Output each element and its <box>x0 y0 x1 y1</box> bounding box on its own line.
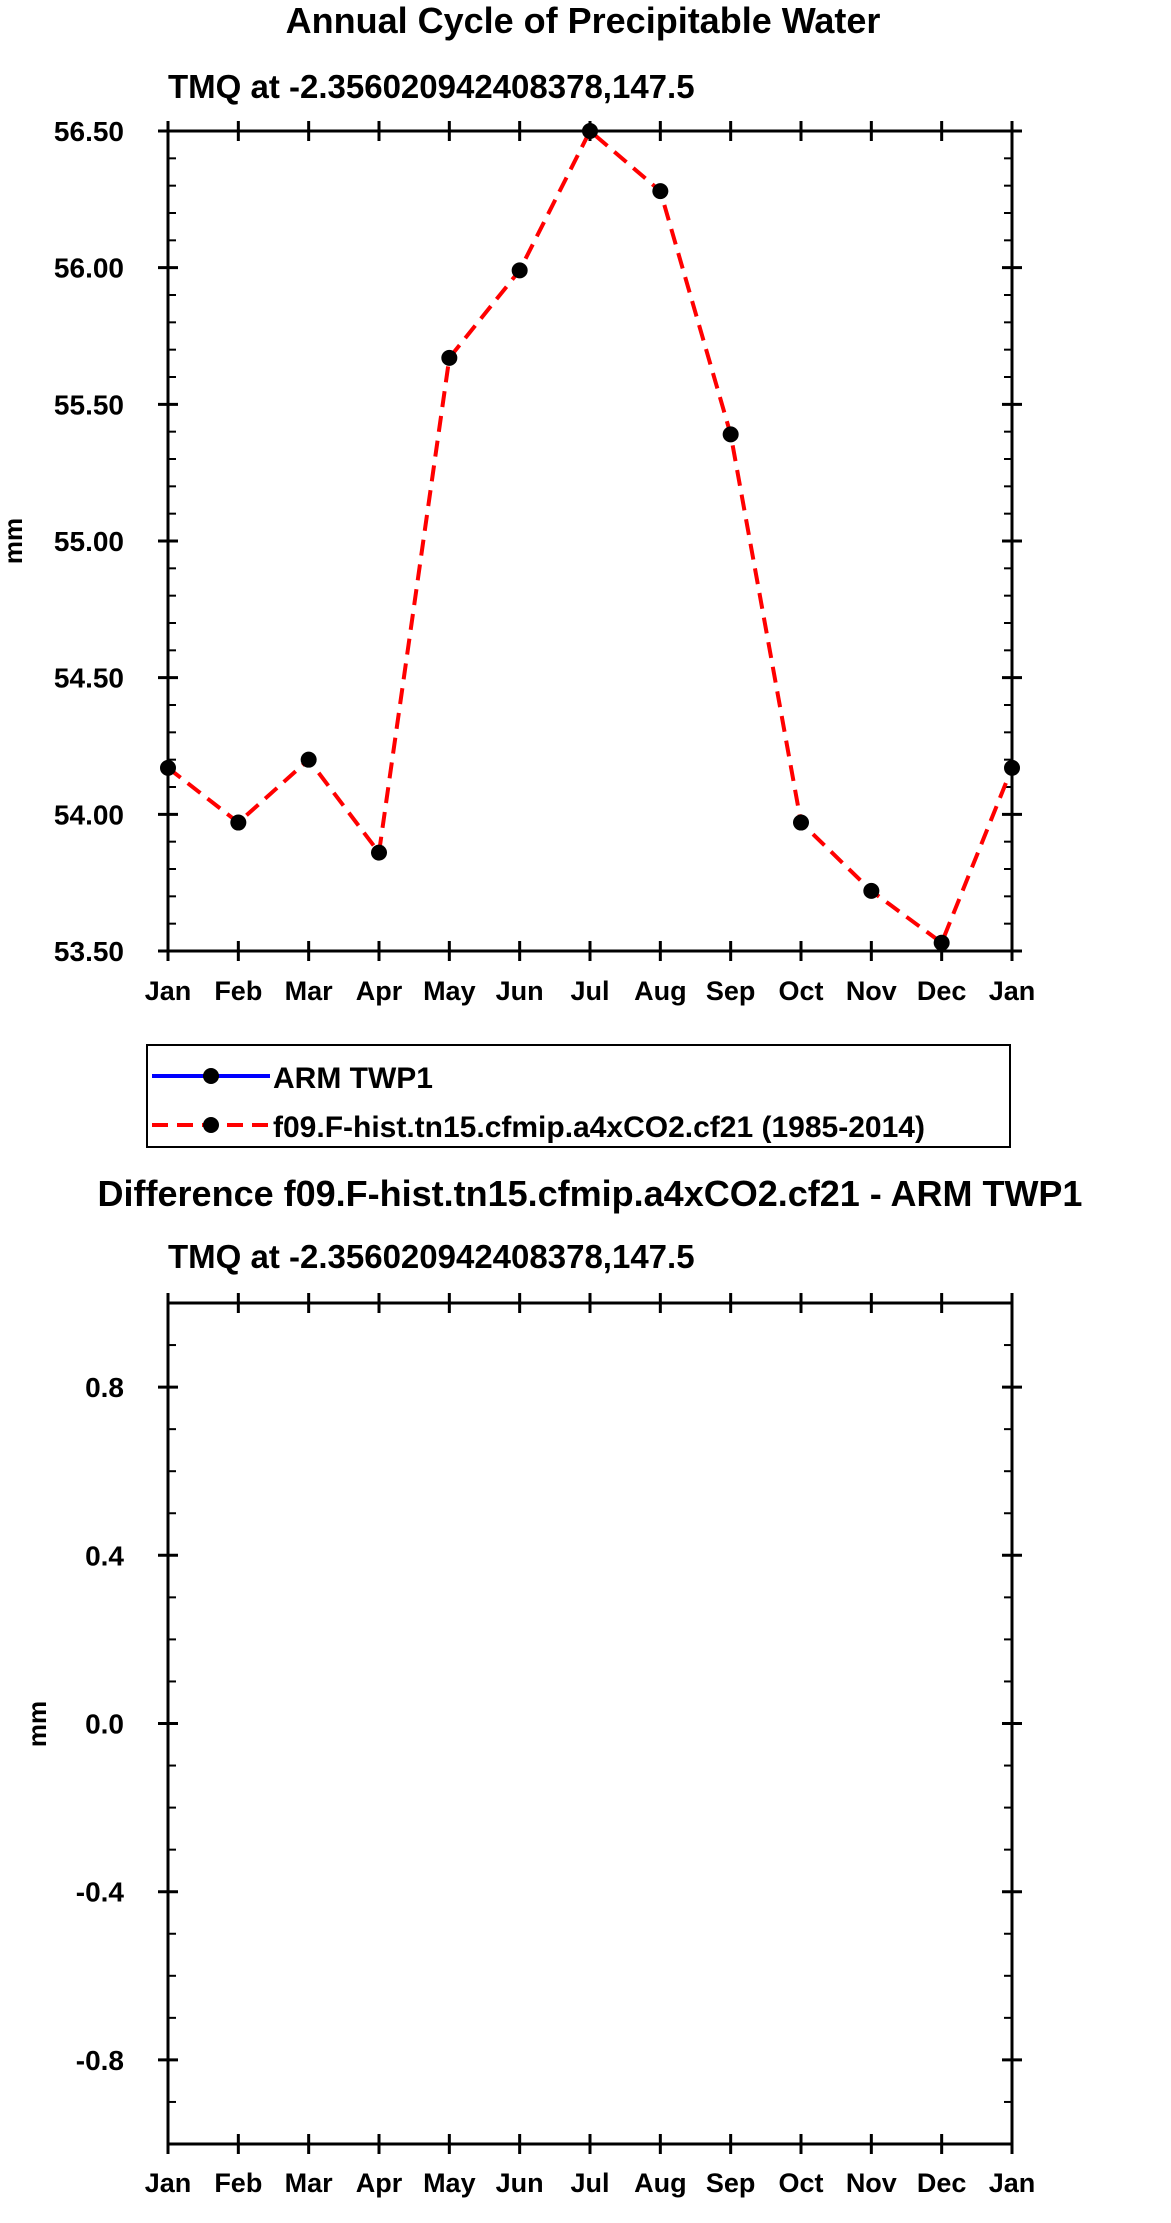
series-line <box>166 127 1014 946</box>
legend-arm-marker <box>203 1068 219 1084</box>
y-tick-label: 54.50 <box>54 663 124 694</box>
x-tick-label: Jan <box>145 2168 192 2198</box>
chart2-ticks <box>158 1293 1022 2154</box>
x-tick-label: Apr <box>356 2168 403 2198</box>
chart1-y-axis-label: mm <box>0 518 28 564</box>
legend-model-label: f09.F-hist.tn15.cfmip.a4xCO2.cf21 (1985-… <box>273 1111 925 1144</box>
y-tick-label: 0.8 <box>85 1372 124 1403</box>
x-tick-label: Jul <box>570 976 609 1006</box>
x-tick-label: Sep <box>706 2168 756 2198</box>
x-tick-label: Feb <box>214 976 262 1006</box>
x-tick-label: Mar <box>285 2168 334 2198</box>
x-tick-label: Aug <box>634 976 686 1006</box>
chart2-plot-frame <box>166 1301 1014 2146</box>
x-tick-label: Jan <box>989 976 1036 1006</box>
x-tick-label: Jun <box>496 2168 544 2198</box>
y-tick-label: 55.00 <box>54 526 124 557</box>
data-point <box>300 751 317 768</box>
x-tick-label: Jan <box>989 2168 1036 2198</box>
data-point <box>441 349 458 366</box>
y-tick-label: 54.00 <box>54 799 124 830</box>
x-tick-label: Mar <box>285 976 334 1006</box>
data-point <box>371 844 387 861</box>
data-point <box>1004 759 1020 776</box>
y-tick-label: 0.4 <box>85 1540 124 1571</box>
x-tick-label: Oct <box>778 976 823 1006</box>
x-tick-label: May <box>423 976 476 1006</box>
y-tick-label: 56.00 <box>54 253 124 284</box>
data-point <box>511 262 528 279</box>
data-point <box>160 759 176 776</box>
y-tick-label: -0.8 <box>76 2045 124 2076</box>
chart1-title: Annual Cycle of Precipitable Water <box>286 0 881 41</box>
x-tick-label: Nov <box>846 976 897 1006</box>
data-point <box>933 934 950 951</box>
x-tick-label: Dec <box>917 2168 967 2198</box>
y-tick-label: 53.50 <box>54 936 124 967</box>
legend: ARM TWP1 f09.F-hist.tn15.cfmip.a4xCO2.cf… <box>146 1044 1011 1148</box>
chart2-subtitle: TMQ at -2.356020942408378,147.5 <box>168 1238 695 1275</box>
x-tick-label: Sep <box>706 976 756 1006</box>
x-tick-label: Dec <box>917 976 967 1006</box>
y-tick-label: -0.4 <box>76 1877 125 1908</box>
data-point <box>793 814 809 831</box>
x-tick-label: Aug <box>634 2168 686 2198</box>
y-tick-label: 56.50 <box>54 116 124 147</box>
chart1-ticks <box>158 121 1022 961</box>
chart1-y-tick-labels: 53.50 54.00 54.50 55.00 55.50 56.00 56.50 <box>54 116 124 967</box>
data-point <box>652 183 669 200</box>
chart2-title: Difference f09.F-hist.tn15.cfmip.a4xCO2.… <box>98 1173 1083 1214</box>
legend-model-marker <box>203 1117 219 1133</box>
chart1-series <box>160 123 1020 951</box>
chart-difference: Difference f09.F-hist.tn15.cfmip.a4xCO2.… <box>22 1173 1082 2198</box>
x-tick-label: Nov <box>846 2168 897 2198</box>
x-tick-label: Jul <box>570 2168 609 2198</box>
chart2-y-tick-labels: -0.8 -0.4 0.0 0.4 0.8 <box>76 1372 125 2076</box>
data-point <box>230 814 247 831</box>
y-tick-label: 0.0 <box>85 1709 124 1740</box>
x-tick-label: Feb <box>214 2168 262 2198</box>
x-tick-label: May <box>423 2168 476 2198</box>
x-tick-label: Jun <box>496 976 544 1006</box>
chart2-x-tick-labels: Jan Feb Mar Apr May Jun Jul Aug Sep Oct Nov Dec Jan <box>145 2168 1036 2198</box>
x-tick-label: Jan <box>145 976 192 1006</box>
chart1-plot-frame <box>166 129 1014 953</box>
data-point <box>722 426 739 443</box>
data-point <box>863 882 880 899</box>
data-point <box>582 123 598 139</box>
x-tick-label: Oct <box>778 2168 823 2198</box>
chart1-x-tick-labels: Jan Feb Mar Apr May Jun Jul Aug Sep Oct Nov Dec Jan <box>145 976 1036 1006</box>
legend-box <box>146 1044 1011 1148</box>
legend-arm-label: ARM TWP1 <box>273 1062 433 1095</box>
x-tick-label: Apr <box>356 976 403 1006</box>
chart2-y-axis-label: mm <box>22 1701 52 1747</box>
chart-annual-cycle: Annual Cycle of Precipitable Water TMQ a… <box>0 0 1035 1006</box>
y-tick-label: 55.50 <box>54 389 124 420</box>
chart1-subtitle: TMQ at -2.356020942408378,147.5 <box>168 68 695 105</box>
